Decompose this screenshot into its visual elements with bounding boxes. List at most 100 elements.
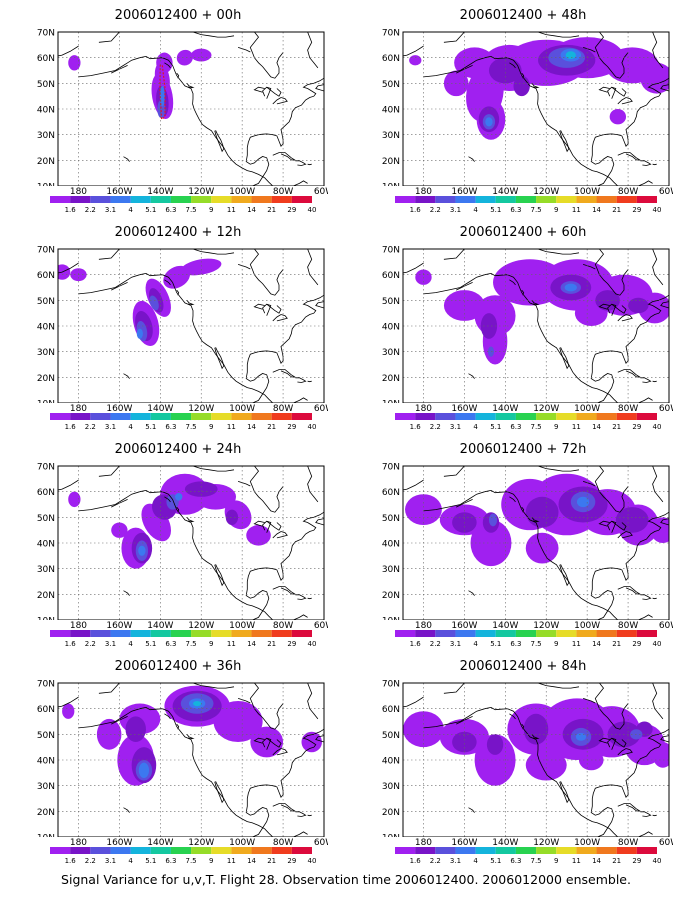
colorbar-label: 11	[572, 206, 581, 214]
variance-contour	[485, 117, 493, 127]
longitude-label: 100W	[574, 621, 600, 630]
colorbar-label: 29	[287, 423, 296, 431]
colorbar-swatch	[271, 847, 292, 854]
longitude-label: 100W	[574, 404, 600, 413]
coastline-segment	[638, 397, 653, 403]
map-panel-60h: 2006012400 + 60h 70N 60N 50N 40N 30N 20N 10N 1…	[373, 225, 673, 431]
coastline-segment	[617, 97, 633, 105]
coastline-segment	[307, 466, 319, 503]
coastline-segment	[652, 32, 664, 69]
latitude-label: 20N	[37, 157, 55, 167]
colorbar-swatch	[556, 847, 577, 854]
coastline-segment	[307, 814, 312, 817]
colorbar: 1.6 2.2 3.1 4 5.1 6.3 7.5 9 11 14 21 29 40	[50, 630, 316, 648]
longitude-label: 140W	[492, 404, 518, 413]
colorbar-label: 5.1	[145, 640, 156, 648]
variance-contour	[138, 545, 146, 556]
coastline	[58, 466, 324, 620]
variance-contour	[68, 55, 81, 71]
variance-contour	[136, 328, 143, 339]
colorbar-label: 2.2	[430, 423, 441, 431]
variance-contour	[513, 75, 530, 97]
longitude-label: 180	[70, 838, 87, 847]
latitude-label: 70N	[382, 246, 400, 256]
variance-shading	[409, 37, 669, 140]
coastline-segment	[186, 517, 195, 523]
colorbar-swatch	[475, 196, 496, 203]
colorbar-label: 21	[612, 857, 621, 865]
longitude-label: 120W	[188, 404, 214, 413]
colorbar-label: 3.1	[450, 857, 461, 865]
latitude-label: 30N	[37, 131, 55, 141]
coastline-segment	[123, 156, 130, 162]
latitude-label: 20N	[37, 591, 55, 601]
longitude-label: 120W	[533, 621, 559, 630]
coastline-segment	[617, 748, 633, 756]
coastline-segment	[253, 737, 265, 744]
coastline-segment	[123, 807, 130, 813]
longitude-axis: 180 160W 140W 120W 100W 80W 60W	[70, 838, 328, 847]
colorbar-swatch	[231, 413, 252, 420]
coastline-segment	[295, 160, 307, 166]
colorbar-swatch	[495, 847, 516, 854]
colorbar-swatch	[435, 847, 456, 854]
longitude-label: 140W	[492, 187, 518, 196]
colorbar-label: 40	[308, 206, 317, 214]
variance-contour	[96, 718, 122, 750]
coastline-segment	[249, 249, 284, 296]
colorbar-swatch	[170, 847, 192, 854]
coastline-segment	[307, 597, 312, 600]
map-frame	[402, 465, 670, 620]
longitude-label: 180	[70, 404, 87, 413]
longitude-label: 140W	[147, 621, 173, 630]
coastline-segment	[307, 32, 319, 69]
colorbar-swatch	[70, 413, 91, 420]
colorbar-label: 2.2	[85, 423, 96, 431]
colorbar-label: 5.1	[145, 206, 156, 214]
variance-contour	[486, 734, 504, 755]
coastline-segment	[307, 163, 312, 166]
colorbar-swatch	[50, 196, 71, 203]
longitude-label: 180	[415, 404, 432, 413]
colorbar-swatch	[596, 630, 617, 637]
latitude-label: 10N	[37, 400, 55, 404]
coastline-segment	[559, 564, 570, 587]
colorbar-swatch	[231, 847, 252, 854]
gridlines	[403, 683, 669, 837]
coastline-segment	[638, 614, 653, 620]
variance-contour	[638, 292, 669, 324]
colorbar-label: 2.2	[85, 640, 96, 648]
coastline-segment	[253, 303, 265, 310]
latitude-label: 70N	[37, 29, 55, 39]
colorbar-label: 7.5	[186, 423, 197, 431]
latitude-label: 30N	[382, 348, 400, 358]
coastline-segment	[443, 683, 465, 694]
gridlines	[58, 32, 324, 186]
colorbar-swatch	[536, 413, 557, 420]
coastline-segment	[660, 84, 669, 92]
colorbar-swatch	[130, 413, 151, 420]
latitude-label: 20N	[382, 157, 400, 167]
latitude-label: 30N	[37, 565, 55, 575]
colorbar-label: 5.1	[145, 857, 156, 865]
coastline-segment	[509, 496, 516, 503]
colorbar-label: 11	[572, 423, 581, 431]
coastline-segment	[423, 272, 619, 403]
latitude-label: 10N	[382, 617, 400, 621]
colorbar-swatch	[515, 413, 537, 420]
coastline-segment	[78, 55, 274, 186]
colorbar-swatch	[130, 847, 151, 854]
coastline-segment	[78, 272, 274, 403]
longitude-label: 120W	[533, 404, 559, 413]
colorbar-label: 7.5	[531, 206, 542, 214]
colorbar-label: 14	[592, 206, 601, 214]
colorbar-swatch	[395, 196, 416, 203]
coastline	[403, 249, 669, 403]
coastline-segment	[403, 45, 424, 57]
coastline-segment	[607, 737, 617, 750]
latitude-label: 50N	[37, 731, 55, 741]
coastline-segment	[590, 294, 669, 403]
coastline-segment	[98, 32, 120, 43]
coastline-segment	[617, 369, 641, 378]
coastline-segment	[521, 72, 525, 79]
